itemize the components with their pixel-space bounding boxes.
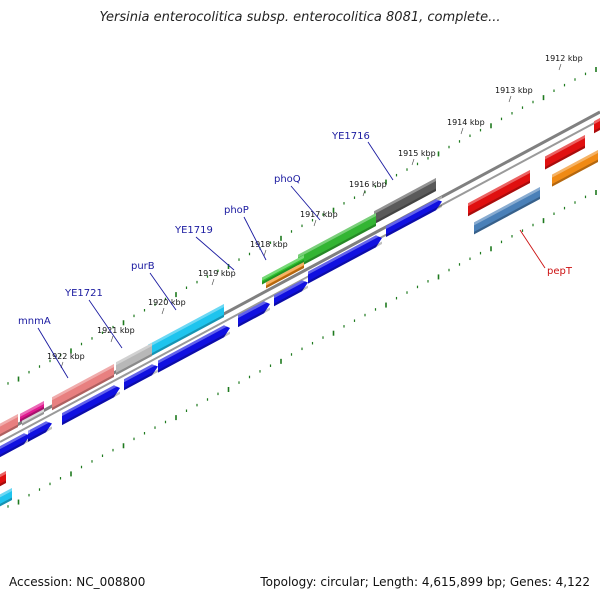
kbp-label: 1922 kbp [47, 352, 85, 361]
gene-label-purb[interactable]: purB [131, 261, 155, 272]
gene-leader-line [37, 327, 69, 379]
cds-block[interactable] [308, 232, 382, 284]
kbp-labels: 1912 kbp 1913 kbp 1914 kbp 1915 kbp 1916 kbp… [47, 54, 583, 369]
gene-block-red[interactable] [545, 135, 585, 170]
backbone-line [0, 119, 600, 443]
gene-block-red-bottom[interactable] [0, 471, 6, 487]
genome-summary: Topology: circular; Length: 4,615,899 bp… [260, 575, 590, 589]
gene-leader-line [290, 185, 321, 221]
gene-label-pept[interactable]: pepT [547, 266, 573, 277]
gene-block-phop-orange[interactable] [266, 262, 304, 289]
gene-label-ye1716[interactable]: YE1716 [331, 131, 370, 142]
gene-block-ye1716[interactable] [374, 178, 436, 225]
kbp-label: 1919 kbp [198, 269, 236, 278]
cds-block[interactable] [386, 196, 442, 238]
kbp-label: 1920 kbp [148, 298, 186, 307]
kbp-label: 1921 kbp [97, 326, 135, 335]
gene-block-orange-right[interactable] [552, 150, 598, 187]
inner-kbp-ticks [7, 190, 597, 508]
cds-block[interactable] [238, 298, 270, 328]
gene-leader-line [243, 216, 267, 261]
gene-leader-line [195, 236, 235, 271]
gene-block-pink[interactable] [20, 401, 44, 422]
cds-block[interactable] [28, 418, 52, 442]
gene-label-ye1719[interactable]: YE1719 [174, 225, 213, 236]
kbp-label: 1913 kbp [495, 86, 533, 95]
gene-block-mnma[interactable] [52, 364, 114, 411]
gene-block-cyan-bottom[interactable] [0, 488, 12, 508]
gene-block-pept[interactable] [474, 187, 540, 235]
gene-leader-line [88, 299, 123, 349]
cds-block[interactable] [274, 277, 308, 307]
kbp-label: 1917 kbp [300, 210, 338, 219]
gene-block-pept-red[interactable] [468, 170, 530, 217]
gene-block-red-edge[interactable] [594, 118, 600, 134]
feature-blocks[interactable] [0, 118, 600, 508]
accession-label: Accession: NC_008800 [9, 575, 146, 589]
kbp-label: 1912 kbp [545, 54, 583, 63]
gene-labels[interactable]: YE1716 phoQ phoP YE1719 purB YE1721 mnmA pepT [18, 131, 573, 379]
map-title: Yersinia enterocolitica subsp. enterocol… [99, 10, 501, 25]
gene-label-ye1721[interactable]: YE1721 [64, 288, 103, 299]
kbp-label: 1914 kbp [447, 118, 485, 127]
gene-label-phop[interactable]: phoP [224, 205, 249, 216]
gene-label-mnma[interactable]: mnmA [18, 316, 51, 327]
kbp-label: 1916 kbp [349, 180, 387, 189]
gene-block-phoq[interactable] [298, 213, 376, 268]
gene-leader-line [367, 141, 394, 181]
cds-block[interactable] [62, 382, 120, 426]
gene-block-purb[interactable] [148, 304, 224, 358]
gene-leader-line [519, 229, 546, 269]
kbp-label: 1915 kbp [398, 149, 436, 158]
outer-kbp-ticks [7, 67, 597, 385]
cds-block[interactable] [0, 430, 30, 459]
kbp-label: 1918 kbp [250, 240, 288, 249]
cds-block[interactable] [124, 361, 158, 391]
genome-backbone [0, 110, 600, 443]
gene-label-phoq[interactable]: phoQ [274, 174, 301, 185]
gene-block-left-salmon[interactable] [0, 414, 18, 443]
cds-block[interactable] [158, 322, 230, 373]
gene-block-ye1721[interactable] [116, 343, 152, 376]
gene-block-phop[interactable] [262, 255, 304, 285]
gene-block-grey-small[interactable] [22, 409, 44, 426]
gene-leader-line [149, 272, 177, 311]
